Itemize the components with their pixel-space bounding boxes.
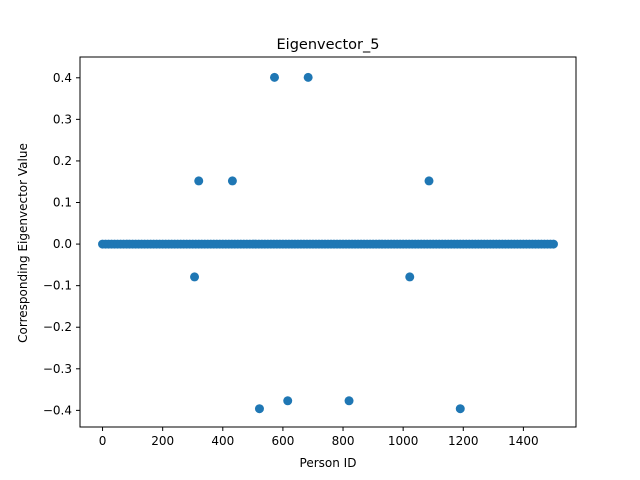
data-point [190,272,200,282]
y-tick-label: 0.3 [53,112,72,126]
y-tick-label: 0.2 [53,154,72,168]
x-tick-label: 1000 [388,434,419,448]
data-point [194,176,204,186]
x-tick-label: 600 [271,434,294,448]
data-points [98,72,558,414]
y-tick-label: −0.4 [43,403,72,417]
data-point [283,396,293,406]
x-axis-ticks: 0 200 400 600 800 1000 1200 1400 [99,427,539,448]
baseline-point [548,239,558,249]
x-tick-label: 400 [211,434,234,448]
chart-title: Eigenvector_5 [277,37,380,53]
x-tick-label: 800 [332,434,355,448]
data-point [227,176,237,186]
y-tick-label: 0.1 [53,196,72,210]
data-point [405,272,415,282]
y-axis-ticks: −0.4 −0.3 −0.2 −0.1 0.0 0.1 0.2 0.3 0.4 [43,71,80,417]
data-point [344,396,354,406]
y-tick-label: −0.2 [43,320,72,334]
y-tick-label: 0.0 [53,237,72,251]
axes-frame [79,56,577,428]
data-point [269,72,279,82]
data-point [424,176,434,186]
y-axis-label: Corresponding Eigenvector Value [16,143,30,343]
data-point [254,404,264,414]
y-tick-label: −0.1 [43,279,72,293]
y-tick-label: 0.4 [53,71,72,85]
x-tick-label: 1400 [508,434,539,448]
x-tick-label: 0 [99,434,107,448]
x-axis-label: Person ID [300,456,357,470]
x-tick-label: 1200 [448,434,479,448]
data-point [303,72,313,82]
data-point [455,404,465,414]
y-tick-label: −0.3 [43,362,72,376]
x-tick-label: 200 [151,434,174,448]
